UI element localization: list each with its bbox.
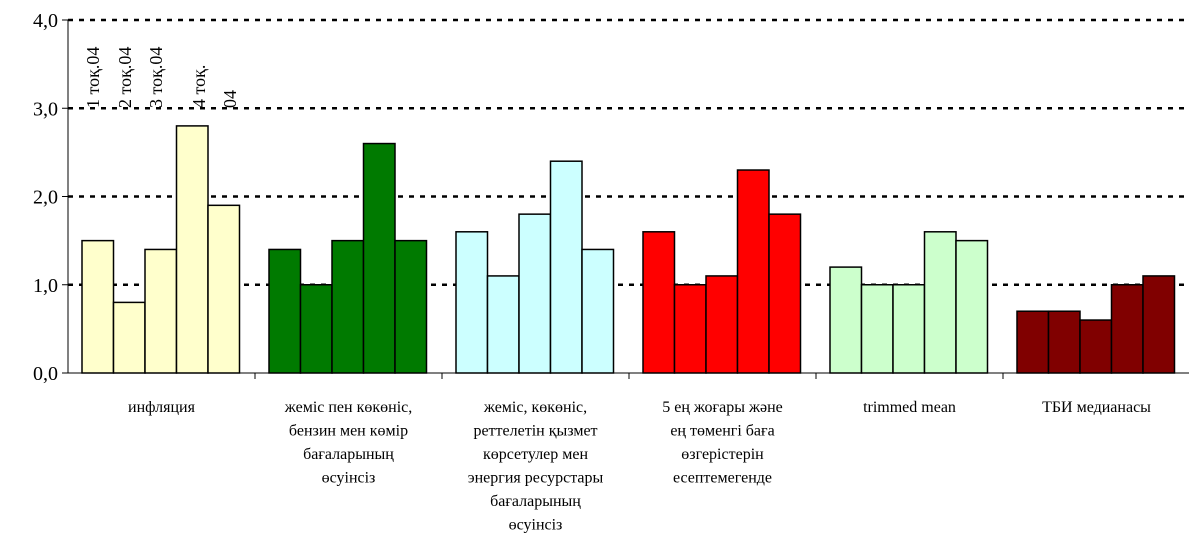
bar [955,239,989,374]
category-labels: инфляция жеміс пен көкөніс, бензин мен көм… [128,399,1151,534]
bar [1110,284,1144,374]
bar [362,142,396,374]
legend-label: 3 тоқ.04 [146,47,166,108]
bar [331,239,365,374]
bar [1079,319,1113,374]
legend-entry: 4 тоқ. [189,65,209,108]
bar [207,204,241,374]
bar [642,231,676,374]
y-tick-label: 0,0 [33,363,58,385]
bar [673,284,707,374]
legend-label: 4 тоқ. [189,65,209,108]
bar [518,213,552,374]
y-tick-label: 3,0 [33,98,58,120]
bars [81,125,1176,374]
bar [144,248,178,374]
y-tick-label: 1,0 [33,275,58,297]
bar [268,248,302,374]
bar [892,284,926,374]
category-label: инфляция [128,399,196,416]
bar [112,301,146,374]
legend-entry: 2 тоқ.04 [115,47,135,108]
legend-entry: 04 [220,90,240,108]
bar [175,125,209,374]
legend-entry: 1 тоқ.04 [83,47,103,108]
category-label: ТБИ медианасы [1042,399,1151,416]
y-tick-label: 4,0 [33,10,58,32]
bar [829,266,863,374]
legend-label: 1 тоқ.04 [83,47,103,108]
bar [299,284,333,374]
legend: 1 тоқ.04 2 тоқ.04 3 тоқ.04 4 тоқ. 04 [83,47,240,108]
legend-label: 2 тоқ.04 [115,47,135,108]
y-tick-labels: 0,0 1,0 2,0 3,0 4,0 [33,10,58,385]
bar [1047,310,1081,374]
axes [62,19,1189,379]
bar [923,231,957,374]
category-label: жеміс пен көкөніс, бензин мен көмір бағала… [284,399,413,487]
bar [1142,275,1176,374]
bar [486,275,520,374]
category-label: 5 ең жоғары және ең төменгі баға өзгерісте… [662,399,783,487]
bar [549,160,583,374]
category-label: жеміс, көкөніс, реттелетін қызмет көрсетул… [468,399,604,534]
bar [81,239,115,374]
bar [705,275,739,374]
bar [1016,310,1050,374]
bar [394,239,428,374]
legend-label: 04 [220,90,240,108]
legend-entry: 3 тоқ.04 [146,47,166,108]
bar [581,248,615,374]
bar [860,284,894,374]
bar [736,169,770,374]
bar [455,231,489,374]
y-tick-label: 2,0 [33,187,58,209]
category-label: trimmed mean [863,399,956,416]
bar [768,213,802,374]
